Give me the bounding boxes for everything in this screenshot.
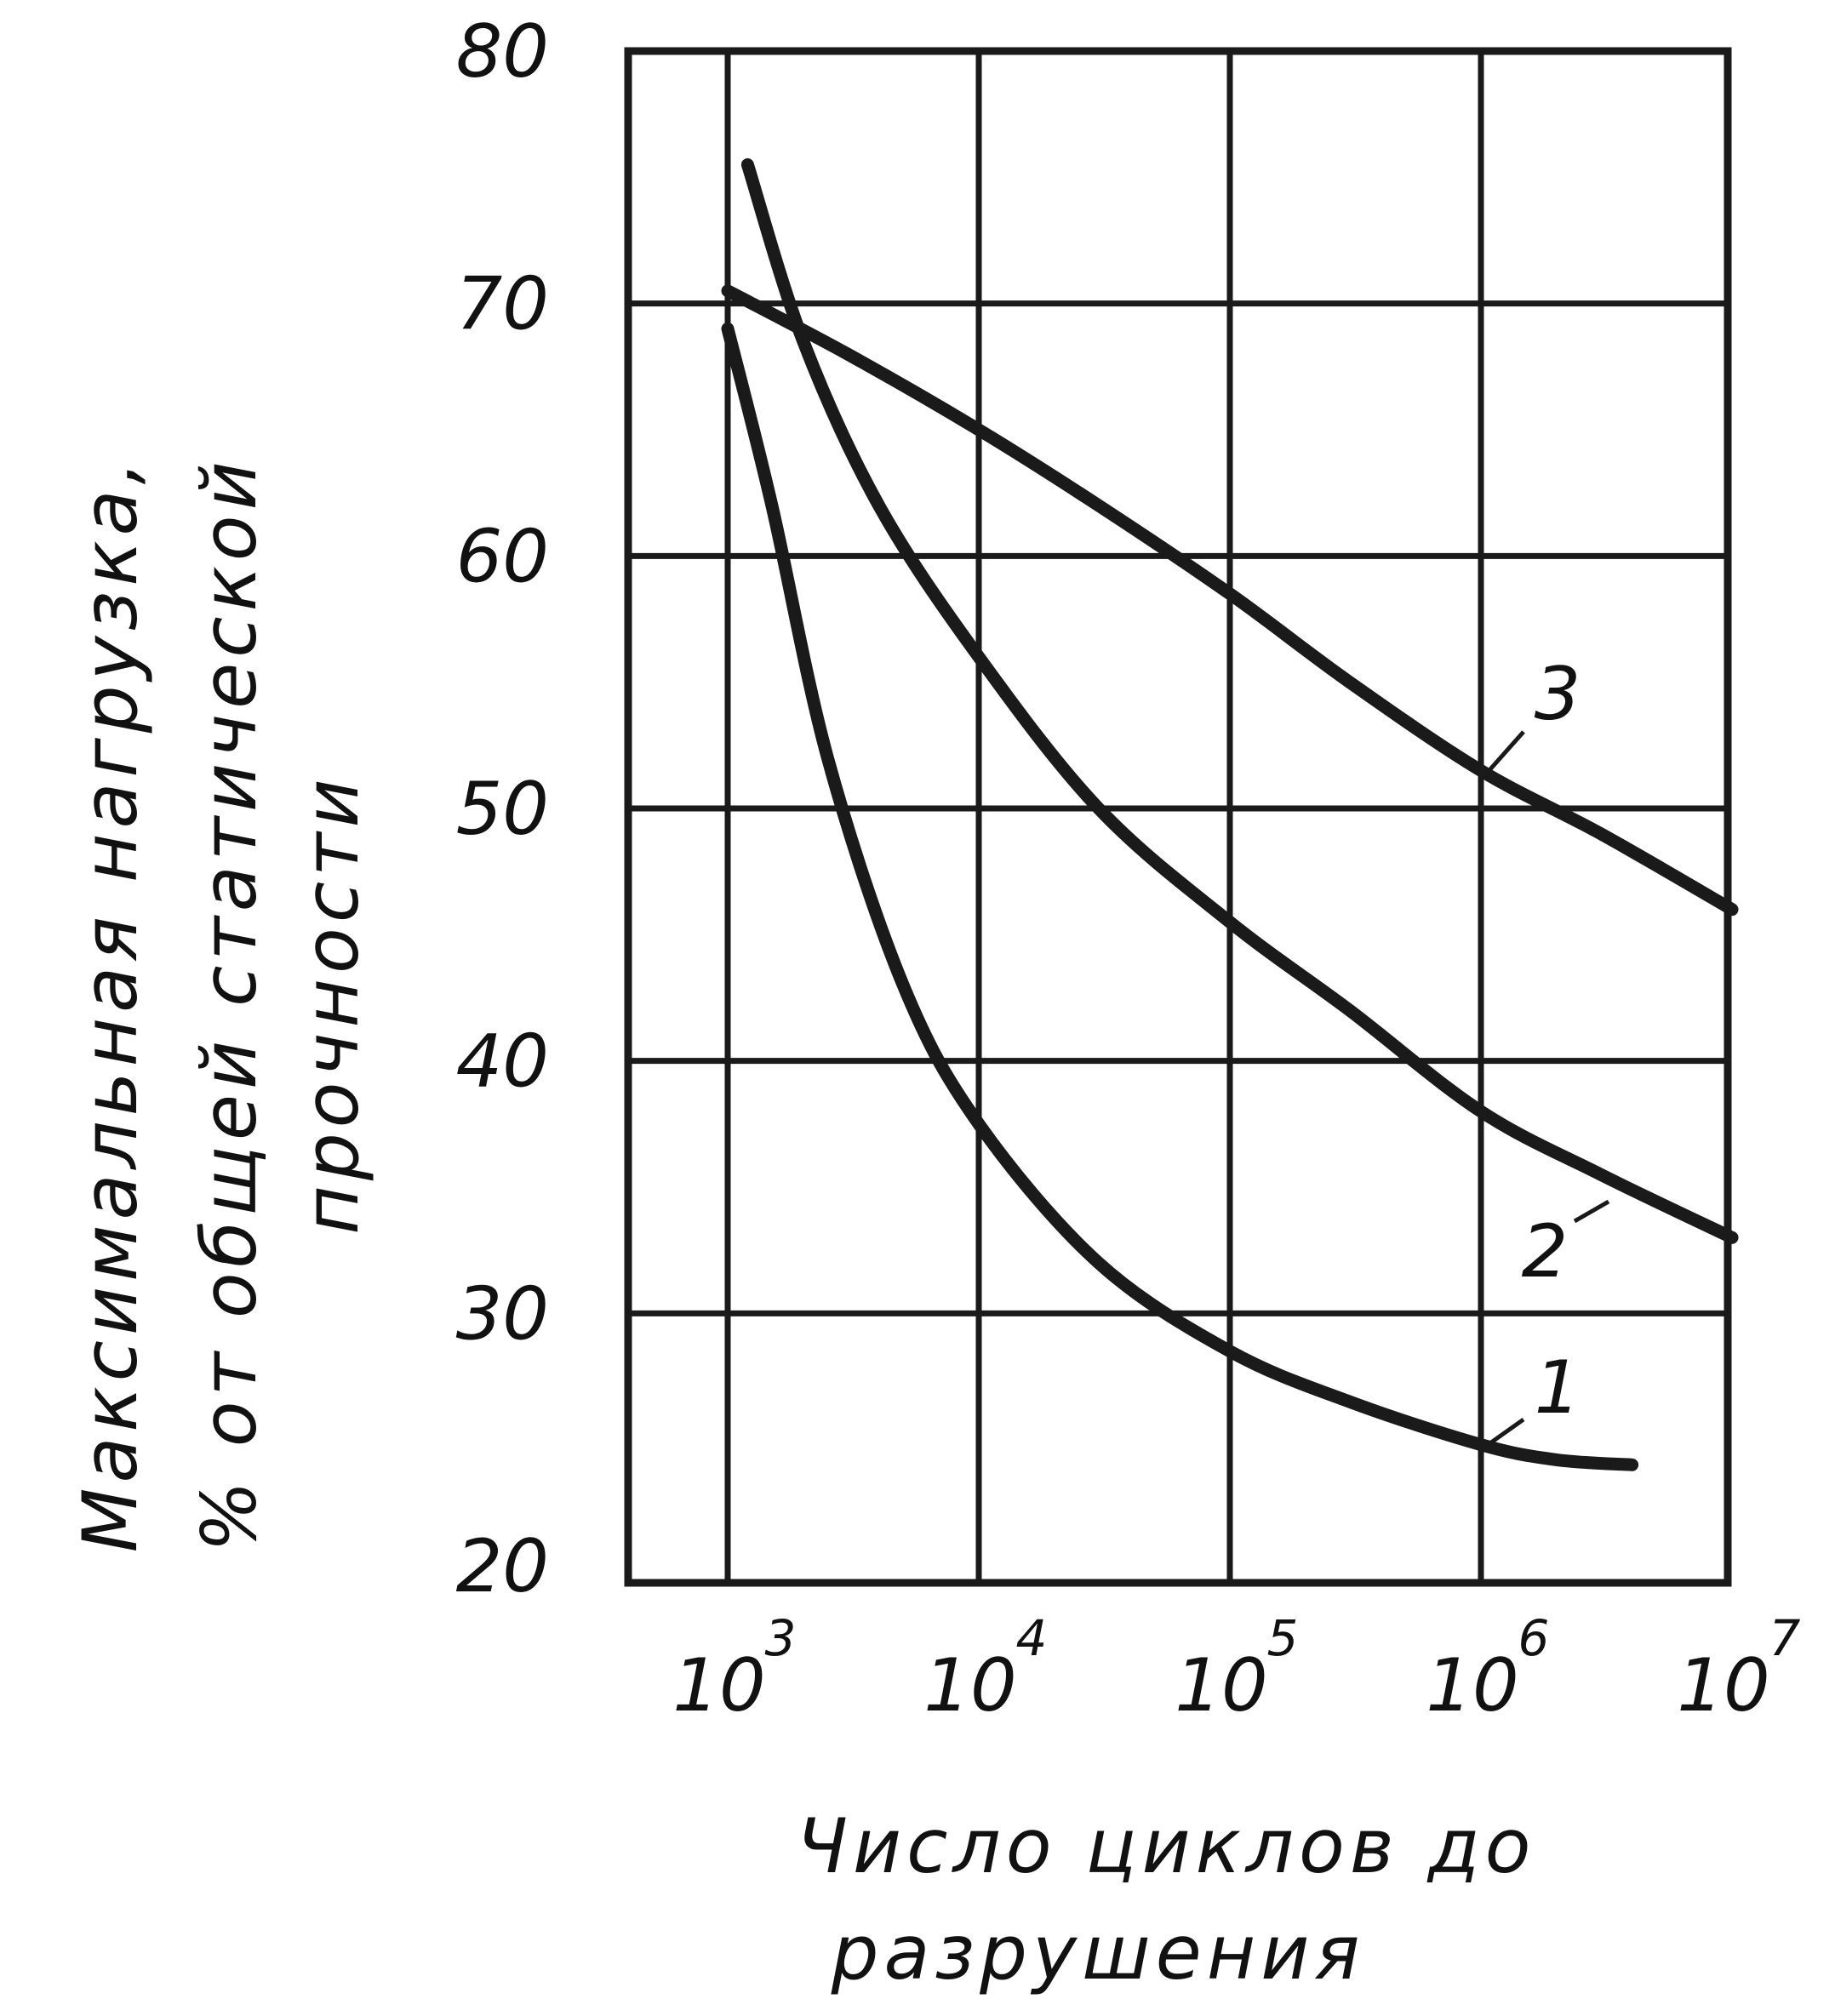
y-axis-title-line-2: % от общей статической [186, 456, 273, 1552]
x-axis-title-line-2: разрушения [831, 1909, 1365, 1996]
y-axis-title-line-3: прочности [288, 774, 375, 1234]
x-tick-label-exponent-2: 5 [1267, 1609, 1299, 1667]
series-label-leader-3 [1488, 730, 1525, 772]
series-line-2 [740, 158, 1739, 1244]
x-tick-label-base-1: 10 [923, 1643, 1016, 1728]
y-tick-label-70: 70 [456, 262, 549, 347]
x-tick-label-base-2: 10 [1175, 1643, 1267, 1728]
x-tick-label-base-4: 10 [1677, 1643, 1769, 1728]
series-label-3: 3 [1535, 652, 1581, 737]
series-label-1: 1 [1535, 1345, 1581, 1431]
y-tick-label-60: 60 [456, 514, 549, 599]
x-axis-title-line-1: Число циклов до [797, 1802, 1536, 1890]
y-tick-labels: 80 70 60 50 40 30 20 [456, 9, 549, 1609]
series-label-leader-1 [1483, 1417, 1525, 1449]
series-labels: 1 2 3 [1483, 652, 1610, 1449]
y-tick-label-30: 30 [456, 1271, 549, 1356]
series-label-leader-2 [1573, 1199, 1610, 1224]
y-axis-title-line-1: Максимальная нагрузка, [66, 456, 154, 1553]
x-tick-label-exponent-3: 6 [1518, 1609, 1550, 1667]
series-line-3 [721, 284, 1739, 917]
grid [628, 51, 1728, 1583]
y-tick-label-40: 40 [456, 1019, 549, 1105]
series-line-1 [721, 322, 1639, 1471]
plot-frame [624, 47, 1732, 1587]
y-tick-label-50: 50 [456, 767, 549, 852]
x-tick-label-exponent-0: 3 [765, 1609, 797, 1667]
y-tick-label-80: 80 [456, 9, 549, 94]
y-tick-label-20: 20 [456, 1524, 549, 1609]
x-tick-label-base-0: 10 [672, 1643, 765, 1728]
x-tick-label-exponent-4: 7 [1769, 1609, 1801, 1667]
series-label-2: 2 [1522, 1209, 1569, 1294]
series-lines [721, 158, 1739, 1471]
plot-border [624, 47, 1732, 1587]
x-tick-label-base-3: 10 [1426, 1643, 1518, 1728]
x-tick-label-exponent-1: 4 [1016, 1609, 1048, 1667]
